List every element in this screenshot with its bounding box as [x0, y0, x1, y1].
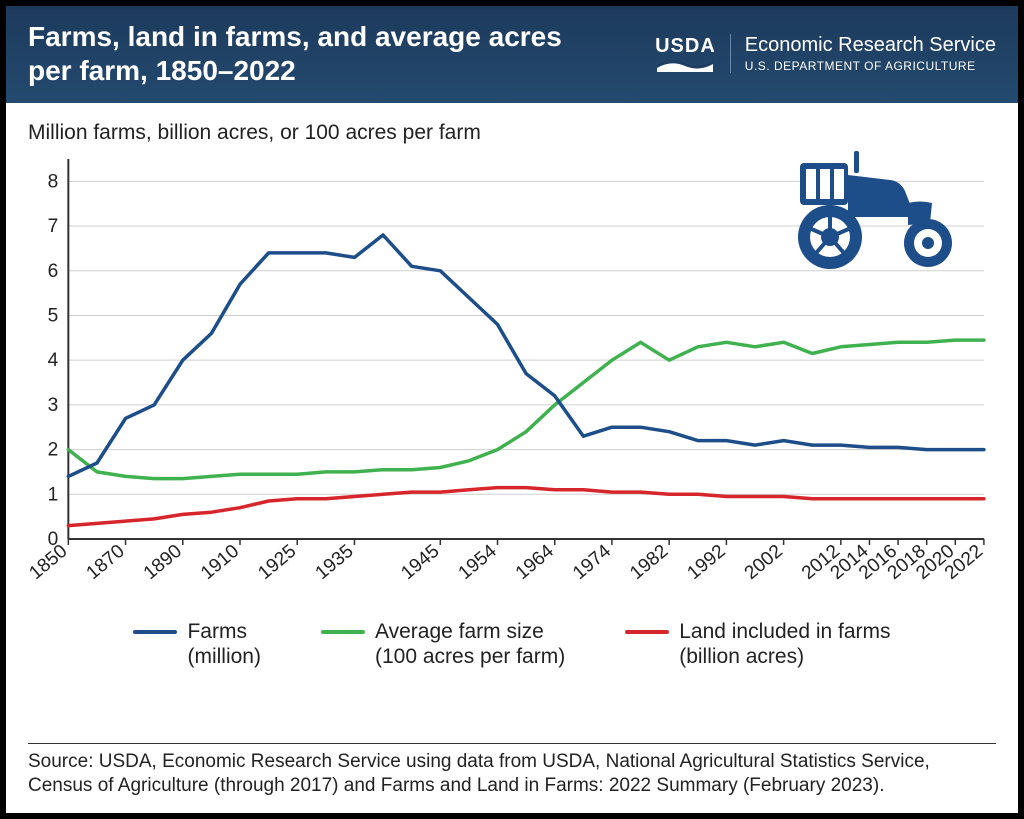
tractor-icon: [780, 145, 960, 275]
legend: Farms (million) Average farm size (100 a…: [28, 611, 996, 677]
svg-text:1964: 1964: [512, 541, 558, 584]
outer-frame: Farms, land in farms, and average acres …: [0, 0, 1024, 819]
legend-text-avgsize: Average farm size (100 acres per farm): [375, 619, 565, 669]
svg-text:4: 4: [48, 350, 59, 371]
svg-text:2002: 2002: [741, 541, 787, 584]
source-note: Source: USDA, Economic Research Service …: [6, 750, 1018, 813]
legend-text-land: Land included in farms (billion acres): [679, 619, 890, 669]
legend-land-line2: (billion acres): [679, 645, 804, 668]
svg-text:1935: 1935: [311, 541, 357, 584]
svg-text:1974: 1974: [569, 541, 615, 584]
svg-text:1982: 1982: [626, 541, 672, 584]
svg-text:1954: 1954: [455, 541, 501, 584]
inner-frame: Farms, land in farms, and average acres …: [6, 6, 1018, 813]
svg-text:8: 8: [48, 172, 59, 193]
svg-text:1945: 1945: [397, 541, 443, 584]
svg-text:1890: 1890: [140, 541, 186, 584]
legend-swatch-farms: [133, 630, 177, 634]
usda-wave-icon: [657, 58, 713, 72]
svg-text:2: 2: [48, 440, 59, 461]
chart-area: Million farms, billion acres, or 100 acr…: [6, 103, 1018, 738]
svg-text:3: 3: [48, 395, 59, 416]
divider: [28, 743, 996, 744]
legend-item-farms: Farms (million): [133, 619, 261, 669]
chart-header: Farms, land in farms, and average acres …: [6, 6, 1018, 103]
svg-text:1870: 1870: [83, 541, 129, 584]
svg-text:1992: 1992: [683, 541, 729, 584]
legend-avg-line1: Average farm size: [375, 620, 544, 643]
legend-swatch-land: [625, 630, 669, 634]
legend-avg-line2: (100 acres per farm): [375, 645, 565, 668]
chart-title: Farms, land in farms, and average acres …: [28, 20, 588, 87]
svg-text:5: 5: [48, 306, 59, 327]
usda-mark: USDA: [655, 35, 716, 72]
svg-text:1910: 1910: [197, 541, 243, 584]
svg-text:1850: 1850: [28, 541, 72, 584]
svg-text:1: 1: [48, 485, 59, 506]
legend-land-line1: Land included in farms: [679, 620, 890, 643]
legend-text-farms: Farms (million): [187, 619, 261, 669]
svg-text:6: 6: [48, 261, 59, 282]
legend-swatch-avgsize: [321, 630, 365, 634]
ers-text-block: Economic Research Service U.S. DEPARTMEN…: [730, 34, 996, 73]
y-axis-title: Million farms, billion acres, or 100 acr…: [28, 121, 996, 145]
svg-text:1925: 1925: [254, 541, 300, 584]
legend-farms-line1: Farms: [187, 620, 247, 643]
legend-item-avgsize: Average farm size (100 acres per farm): [321, 619, 565, 669]
legend-item-land: Land included in farms (billion acres): [625, 619, 890, 669]
ers-line2: U.S. DEPARTMENT OF AGRICULTURE: [745, 59, 996, 73]
usda-text: USDA: [655, 35, 716, 58]
svg-text:7: 7: [48, 216, 59, 237]
ers-line1: Economic Research Service: [745, 34, 996, 57]
legend-farms-line2: (million): [187, 645, 261, 668]
usda-logo-block: USDA Economic Research Service U.S. DEPA…: [655, 34, 996, 73]
